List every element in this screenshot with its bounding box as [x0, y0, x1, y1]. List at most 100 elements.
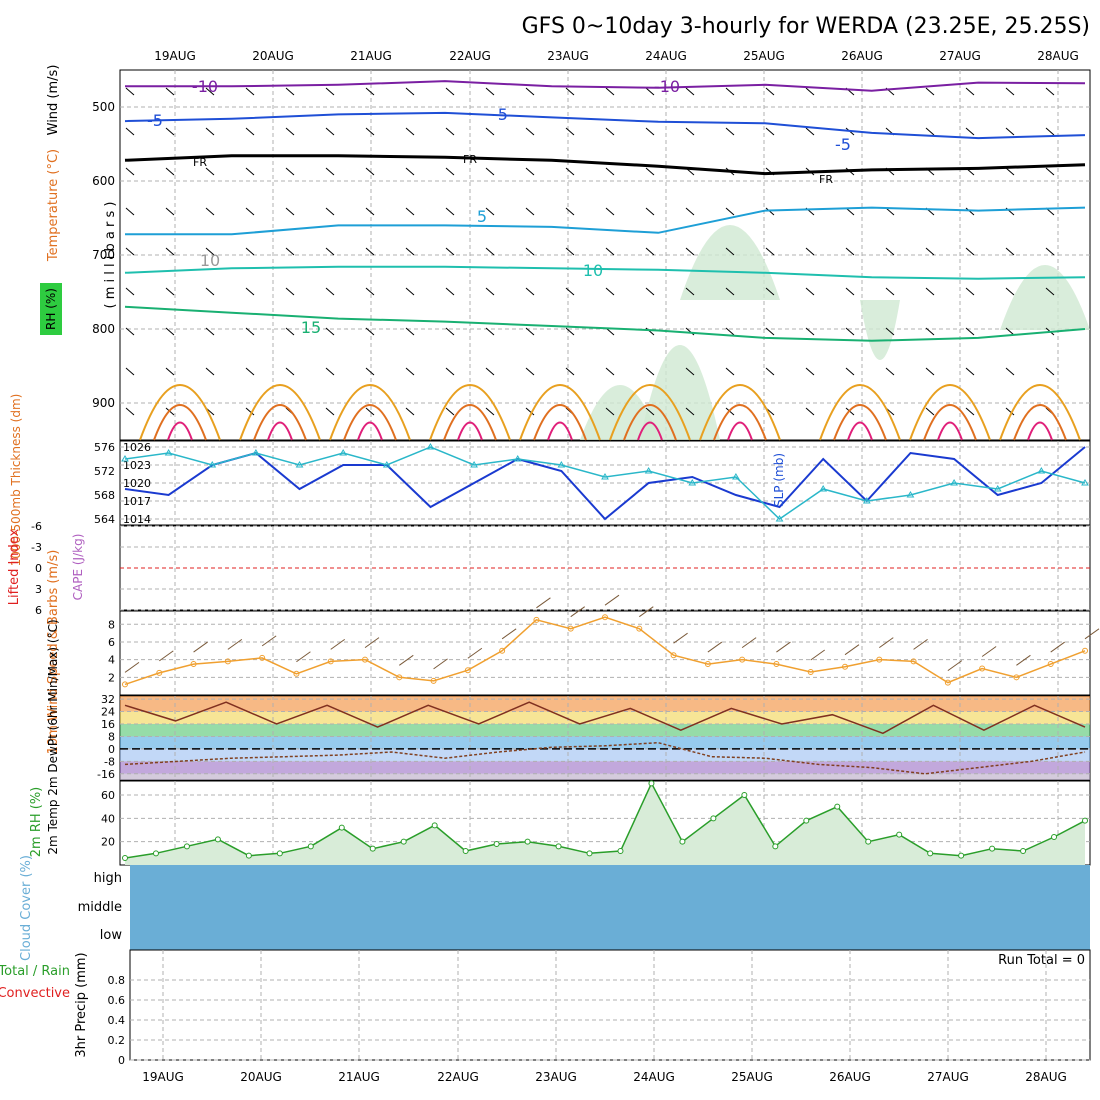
slp-marker: [164, 449, 173, 456]
wind-barb: [485, 207, 495, 216]
wind-barb: [525, 407, 535, 416]
slp-tick-label: 1023: [123, 459, 151, 472]
wind-barb: [965, 87, 975, 96]
temp-tick-label: 16: [101, 718, 115, 731]
rh-marker: [1020, 848, 1027, 854]
wind-barb: [325, 367, 335, 376]
wind-barb: [165, 127, 175, 136]
wind-barb: [330, 638, 346, 650]
wind-barb: [325, 407, 335, 416]
wind-barb: [1005, 407, 1015, 416]
wind-barb: [245, 207, 255, 216]
wind-barb: [605, 87, 615, 96]
wind-barb: [165, 167, 175, 176]
contour-label: -10: [654, 77, 680, 96]
pressure-tick-label: 500: [92, 100, 115, 114]
warm-contour: [713, 404, 767, 441]
date-label-top: 28AUG: [1037, 49, 1079, 63]
warm-contour: [519, 384, 601, 441]
wind-barb: [1005, 287, 1015, 296]
contour-label: -5: [492, 105, 508, 124]
contour-FR: [124, 154, 1086, 176]
wind-barb: [1016, 654, 1031, 666]
wind-barb: [805, 327, 815, 336]
wind-barb: [845, 327, 855, 336]
contour--10: [125, 80, 1086, 92]
rh-marker: [307, 843, 314, 850]
wind-barb: [485, 407, 495, 416]
slp-marker: [819, 485, 828, 492]
wind-barb: [227, 638, 243, 650]
wind-barb: [1005, 367, 1015, 376]
rh-shading: [860, 300, 900, 360]
wind-barb: [685, 367, 695, 376]
rh-line: [124, 781, 1086, 859]
wind-barb: [1045, 167, 1055, 176]
wind-barb: [485, 247, 495, 256]
wind-barb: [125, 287, 135, 296]
warm-contour: [139, 384, 221, 441]
warm-contour: [239, 384, 321, 441]
date-label-top: 24AUG: [645, 49, 687, 63]
li-tick-label: -6: [31, 520, 42, 533]
wind-speed-marker: [464, 667, 471, 674]
rh-marker: [958, 852, 965, 859]
rh-marker: [1082, 817, 1088, 824]
slp-marker: [339, 449, 348, 456]
wind-barb: [605, 127, 615, 136]
rh-marker: [865, 838, 872, 845]
wind-barb: [245, 247, 255, 256]
wind-barb: [165, 327, 175, 336]
wind-barb: [364, 637, 380, 649]
wind-barb: [965, 407, 975, 416]
wind-barb: [365, 127, 375, 136]
precip-axis-label: 3hr Precip (mm): [74, 952, 89, 1057]
wind-barb: [445, 367, 455, 376]
wind-barb: [325, 247, 335, 256]
wind-barb: [707, 641, 723, 653]
rh-marker: [555, 843, 562, 850]
wind-speed-marker: [499, 647, 506, 654]
temp-tick-label: 32: [101, 693, 115, 706]
slp-marker: [208, 461, 217, 468]
wind-speed-marker: [807, 669, 814, 676]
rh-tick-label: 60: [101, 789, 115, 802]
wind-barb: [645, 87, 655, 96]
wind-barb: [445, 407, 455, 416]
rh-swatch: [40, 283, 62, 335]
date-label-top: 20AUG: [252, 49, 294, 63]
wind-barb: [645, 287, 655, 296]
wind-barb: [245, 367, 255, 376]
temp-tick-label: 0: [108, 743, 115, 756]
wind-barb: [205, 247, 215, 256]
wind-barb: [536, 597, 551, 609]
wind-speed-marker: [842, 663, 848, 670]
wind-speed-marker: [293, 670, 300, 677]
wind-barb: [125, 87, 135, 96]
wind-barb: [765, 287, 775, 296]
wind-barb: [1005, 167, 1015, 176]
wind-speed-marker: [224, 658, 231, 665]
wind-barb: [245, 127, 255, 136]
date-label-bottom: 25AUG: [731, 1070, 773, 1084]
wind-barb: [501, 628, 517, 640]
temp-axis-label: 2m Temp 2m DewPt (6hr Min/Max) (°C): [46, 619, 60, 854]
date-label-top: 22AUG: [449, 49, 491, 63]
date-label-top: 27AUG: [939, 49, 981, 63]
rh-marker: [214, 836, 221, 843]
rh-marker: [772, 843, 779, 850]
wind-tick-label: 4: [108, 654, 115, 667]
warm-contour: [329, 384, 411, 441]
wind-barb: [485, 287, 495, 296]
wind-barb: [1050, 641, 1066, 653]
wind-barb: [805, 367, 815, 376]
wind-speed-marker: [773, 661, 780, 668]
warm-contour: [1027, 421, 1053, 441]
contour-10: [124, 265, 1086, 280]
slp-marker: [862, 497, 871, 504]
thickness-tick-label: 568: [94, 489, 115, 502]
wind-barb: [205, 167, 215, 176]
wind-barb: [925, 287, 935, 296]
wind-barb: [245, 167, 255, 176]
